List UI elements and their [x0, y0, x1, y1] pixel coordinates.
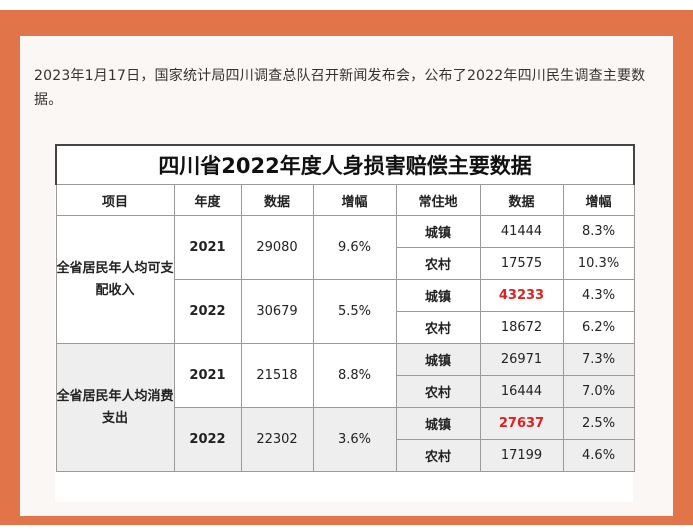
area-growth-cell: 2.5%: [562, 407, 635, 440]
area-value-cell: 17199: [479, 439, 564, 472]
area-value-cell: 41444: [479, 215, 564, 248]
area-value-cell: 17575: [479, 247, 564, 280]
year-cell: 2022: [173, 407, 242, 472]
table-row: 全省居民年人均可支配收入 2021 29080 9.6% 城镇 41444 8.…: [55, 215, 635, 344]
year-growth-cell: 3.6%: [312, 407, 397, 472]
year-growth-cell: 9.6%: [312, 215, 397, 280]
header-area-value: 数据: [479, 184, 564, 216]
table-row: 农村 18672 6.2%: [56, 311, 635, 344]
compensation-data-table: 四川省2022年度人身损害赔偿主要数据 项目 年度 数据 增幅 常住地 数据 增…: [54, 144, 636, 472]
year-value-cell: 21518: [240, 343, 314, 408]
data-table-wrapper: 四川省2022年度人身损害赔偿主要数据 项目 年度 数据 增幅 常住地 数据 增…: [54, 144, 636, 502]
item-consumption: 全省居民年人均消费支出: [55, 343, 175, 472]
table-row: 2022 30679 5.5% 城镇 43233 4.3%: [56, 279, 635, 344]
area-growth-cell: 6.2%: [562, 311, 635, 344]
table-row: 2022 22302 3.6% 城镇 27637 2.5%: [56, 407, 635, 472]
area-cell: 城镇: [395, 279, 481, 312]
year-growth-cell: 8.8%: [312, 343, 397, 408]
item-income: 全省居民年人均可支配收入: [55, 215, 175, 344]
area-growth-cell: 7.0%: [562, 375, 635, 408]
orange-frame: 2023年1月17日，国家统计局四川调查总队召开新闻发布会，公布了2022年四川…: [0, 10, 693, 525]
area-cell: 城镇: [395, 215, 481, 248]
area-value-cell: 18672: [479, 311, 564, 344]
year-cell: 2021: [173, 343, 242, 408]
year-value-cell: 22302: [240, 407, 314, 472]
table-row: 农村 17575 10.3%: [56, 247, 635, 280]
year-growth-cell: 5.5%: [312, 279, 397, 344]
table-row: 全省居民年人均消费支出 2021 21518 8.8% 城镇 26971 7.3…: [55, 343, 635, 472]
year-cell: 2021: [173, 215, 242, 280]
header-area-growth: 增幅: [562, 184, 635, 216]
header-residence: 常住地: [395, 184, 481, 216]
area-cell: 城镇: [395, 407, 481, 440]
area-growth-cell: 7.3%: [562, 343, 635, 376]
year-cell: 2022: [173, 279, 242, 344]
header-growth: 增幅: [312, 184, 397, 216]
area-cell: 城镇: [395, 343, 481, 376]
year-value-cell: 29080: [240, 215, 314, 280]
header-value: 数据: [240, 184, 314, 216]
area-cell: 农村: [395, 439, 481, 472]
table-row: 农村 17199 4.6%: [56, 439, 635, 472]
area-cell: 农村: [395, 375, 481, 408]
content-panel: 2023年1月17日，国家统计局四川调查总队召开新闻发布会，公布了2022年四川…: [20, 36, 673, 516]
intro-paragraph: 2023年1月17日，国家统计局四川调查总队召开新闻发布会，公布了2022年四川…: [34, 68, 646, 108]
header-item: 项目: [55, 184, 175, 216]
table-title: 四川省2022年度人身损害赔偿主要数据: [54, 144, 636, 185]
area-value-cell: 16444: [479, 375, 564, 408]
area-growth-cell: 4.6%: [562, 439, 635, 472]
area-value-cell: 26971: [479, 343, 564, 376]
area-value-cell-highlighted: 27637: [479, 407, 564, 440]
area-growth-cell: 10.3%: [562, 247, 635, 280]
area-growth-cell: 8.3%: [562, 215, 635, 248]
area-value-cell-highlighted: 43233: [479, 279, 564, 312]
area-cell: 农村: [395, 311, 481, 344]
header-year: 年度: [173, 184, 242, 216]
area-cell: 农村: [395, 247, 481, 280]
year-value-cell: 30679: [240, 279, 314, 344]
table-row: 农村 16444 7.0%: [56, 375, 635, 408]
area-growth-cell: 4.3%: [562, 279, 635, 312]
